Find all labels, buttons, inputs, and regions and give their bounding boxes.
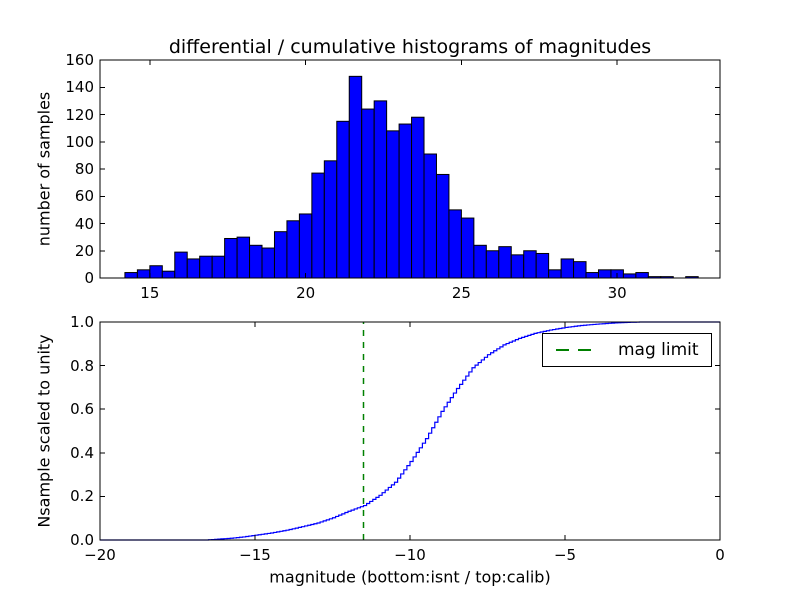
histogram-bar <box>174 251 188 279</box>
y-tick-label: 0.0 <box>70 531 94 549</box>
y-tick-label: 0.2 <box>70 487 94 506</box>
histogram-bar <box>585 272 599 279</box>
histogram-bar <box>473 244 487 279</box>
y-tick-label: 0.4 <box>70 443 94 462</box>
x-tick-label: 20 <box>296 284 316 302</box>
histogram-bar <box>161 270 176 279</box>
top-y-axis-label: number of samples <box>34 91 54 247</box>
histogram-bar <box>523 250 537 279</box>
histogram-bar <box>261 247 275 279</box>
histogram-bar <box>635 272 649 279</box>
histogram-bar <box>548 269 562 279</box>
figure-title: differential / cumulative histograms of … <box>168 36 652 58</box>
histogram-bar <box>348 75 363 279</box>
histogram-bar <box>336 120 350 279</box>
legend-box: mag limit <box>542 333 712 367</box>
x-tick-label: 15 <box>140 284 160 302</box>
x-tick-label: −10 <box>394 546 426 564</box>
y-tick-label: 80 <box>74 160 94 178</box>
histogram-bar <box>622 273 637 279</box>
histogram-bar <box>460 217 475 279</box>
bottom-y-axis-label: Nsample scaled to unity <box>34 334 54 528</box>
y-tick-label: 160 <box>65 51 94 69</box>
y-tick-label: 120 <box>65 105 94 124</box>
histogram-bar <box>510 254 525 279</box>
histogram-bar <box>211 255 226 279</box>
histogram-bar <box>249 244 263 279</box>
cumulative-step-curve <box>100 321 720 541</box>
x-tick-label: −20 <box>84 546 116 564</box>
histogram-bar <box>573 261 587 279</box>
y-tick-label: 0.6 <box>70 400 94 419</box>
x-tick-label: 25 <box>451 284 471 302</box>
legend-label: mag limit <box>618 340 699 360</box>
histogram-bar <box>423 153 437 279</box>
histogram-bar <box>435 173 450 279</box>
histogram-bar <box>398 123 413 279</box>
histogram-bar <box>236 236 251 279</box>
histogram-bar <box>273 231 288 279</box>
histogram-bar <box>186 258 201 279</box>
histogram-bar <box>323 160 338 279</box>
bottom-x-axis-label: magnitude (bottom:isnt / top:calib) <box>269 567 551 587</box>
histogram-bar <box>386 130 400 279</box>
histogram-bar <box>298 213 313 279</box>
y-tick-label: 1.0 <box>70 313 94 331</box>
histogram-bar <box>286 220 300 279</box>
histogram-bar <box>149 265 163 279</box>
y-tick-label: 20 <box>74 241 94 260</box>
y-tick-label: 0 <box>84 269 94 287</box>
x-tick-label: −5 <box>553 546 577 564</box>
histogram-bar <box>448 209 462 279</box>
x-tick-label: 30 <box>607 284 627 302</box>
histogram-bar <box>485 250 500 279</box>
histogram-bar <box>224 237 238 279</box>
histogram-bar <box>199 255 213 279</box>
histogram-bar <box>560 258 575 279</box>
y-tick-label: 60 <box>74 187 94 206</box>
histogram-bar <box>311 172 325 279</box>
histogram-bar <box>535 252 550 279</box>
y-tick-label: 0.8 <box>70 356 94 375</box>
y-tick-label: 140 <box>65 78 94 97</box>
x-tick-label: 0 <box>715 546 725 564</box>
histogram-bar <box>373 100 388 279</box>
y-tick-label: 40 <box>74 214 94 233</box>
histogram-bar <box>597 269 612 279</box>
histogram-bar <box>361 108 375 279</box>
y-tick-label: 100 <box>65 132 94 151</box>
legend-dashed-line-sample <box>556 349 600 351</box>
x-tick-label: −15 <box>239 546 271 564</box>
histogram-bar <box>136 269 151 279</box>
histogram-bar <box>498 246 512 279</box>
histogram-bar <box>411 116 425 279</box>
histogram-bar <box>124 272 138 279</box>
